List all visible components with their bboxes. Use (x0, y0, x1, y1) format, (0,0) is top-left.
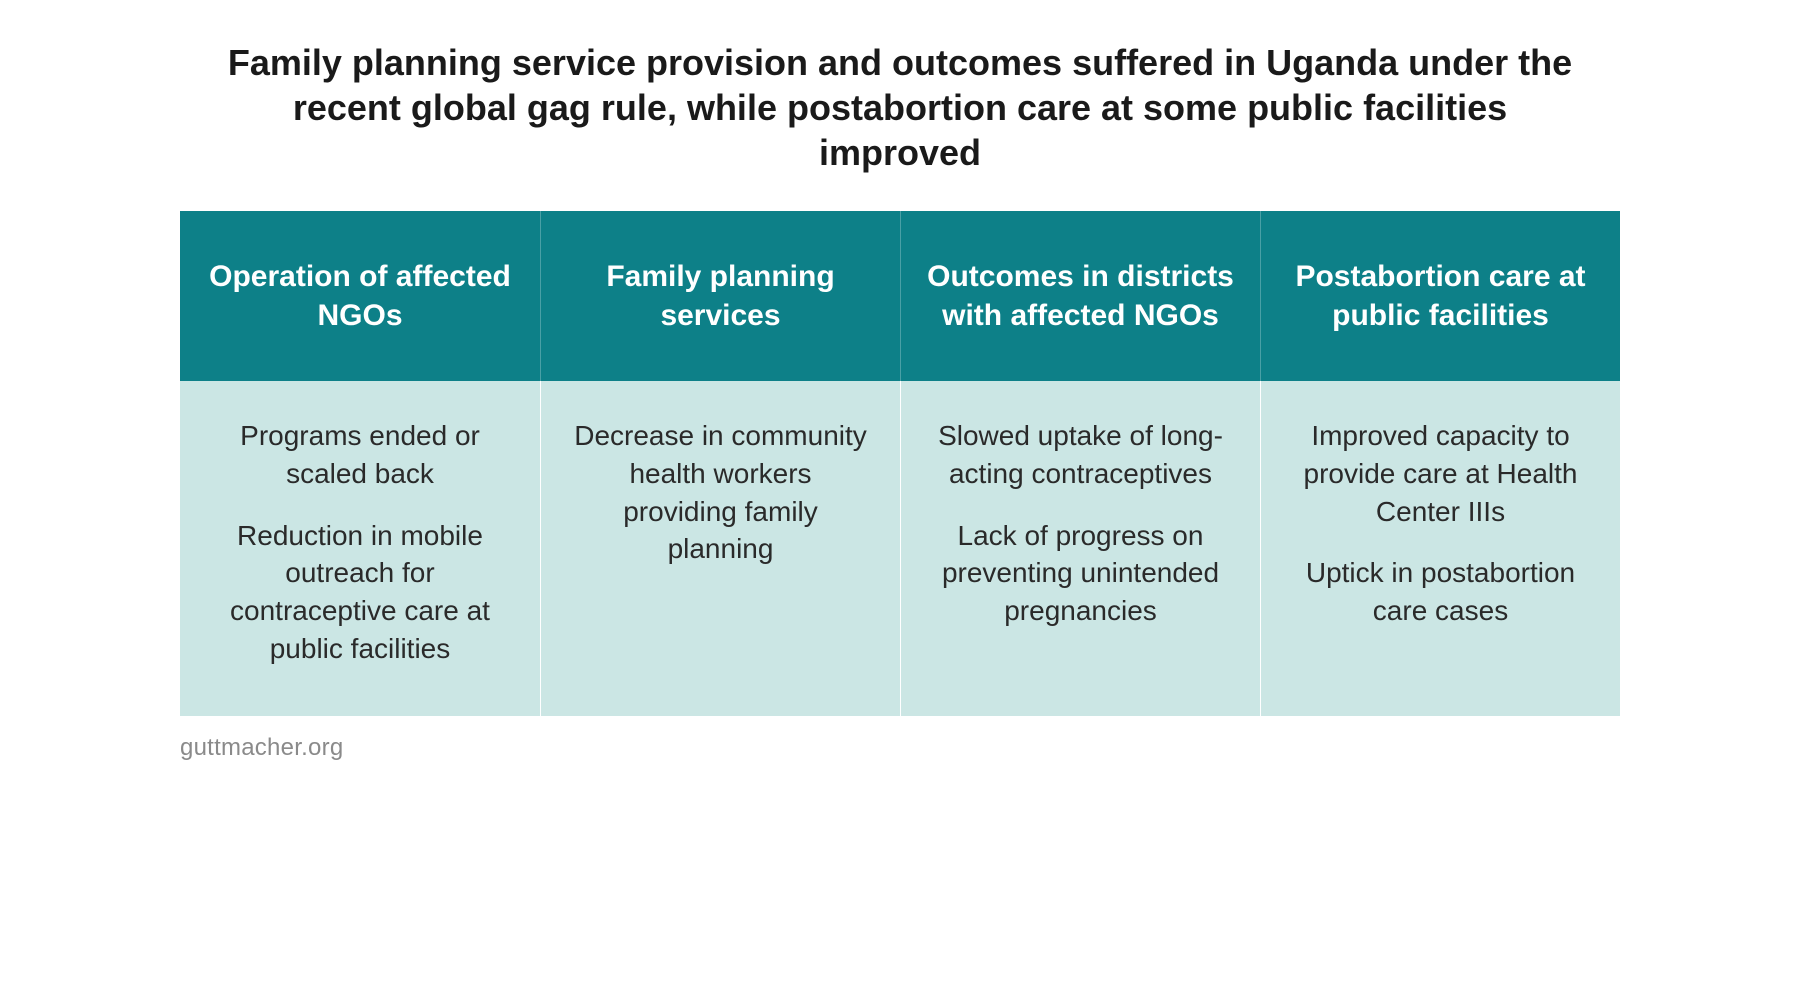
column-header: Postabortion care at public facilities (1260, 211, 1620, 381)
table-column: Family planning services Decrease in comm… (540, 211, 900, 716)
table-column: Postabortion care at public facilities Im… (1260, 211, 1620, 716)
table-column: Outcomes in districts with affected NGOs… (900, 211, 1260, 716)
infographic-container: Family planning service provision and ou… (180, 40, 1620, 762)
column-item: Decrease in community health workers pro… (569, 417, 872, 568)
column-item: Lack of progress on preventing unintende… (929, 517, 1232, 630)
table-column: Operation of affected NGOsPrograms ended… (180, 211, 540, 716)
column-header: Operation of affected NGOs (180, 211, 540, 381)
column-header: Outcomes in districts with affected NGOs (900, 211, 1260, 381)
column-body: Programs ended or scaled back Reduction i… (180, 381, 540, 716)
column-item: Improved capacity to provide care at Hea… (1289, 417, 1592, 530)
column-item: Slowed uptake of long-acting contracepti… (929, 417, 1232, 493)
column-body: Improved capacity to provide care at Hea… (1260, 381, 1620, 716)
column-header: Family planning services (540, 211, 900, 381)
summary-table: Operation of affected NGOsPrograms ended… (180, 211, 1620, 716)
column-body: Decrease in community health workers pro… (540, 381, 900, 716)
column-item: Programs ended or scaled back (208, 417, 512, 493)
column-body: Slowed uptake of long-acting contracepti… (900, 381, 1260, 716)
column-item: Uptick in postabortion care cases (1289, 554, 1592, 630)
source-attribution: guttmacher.org (180, 734, 1620, 762)
column-item: Reduction in mobile outreach for contrac… (208, 517, 512, 668)
infographic-title: Family planning service provision and ou… (180, 40, 1620, 175)
